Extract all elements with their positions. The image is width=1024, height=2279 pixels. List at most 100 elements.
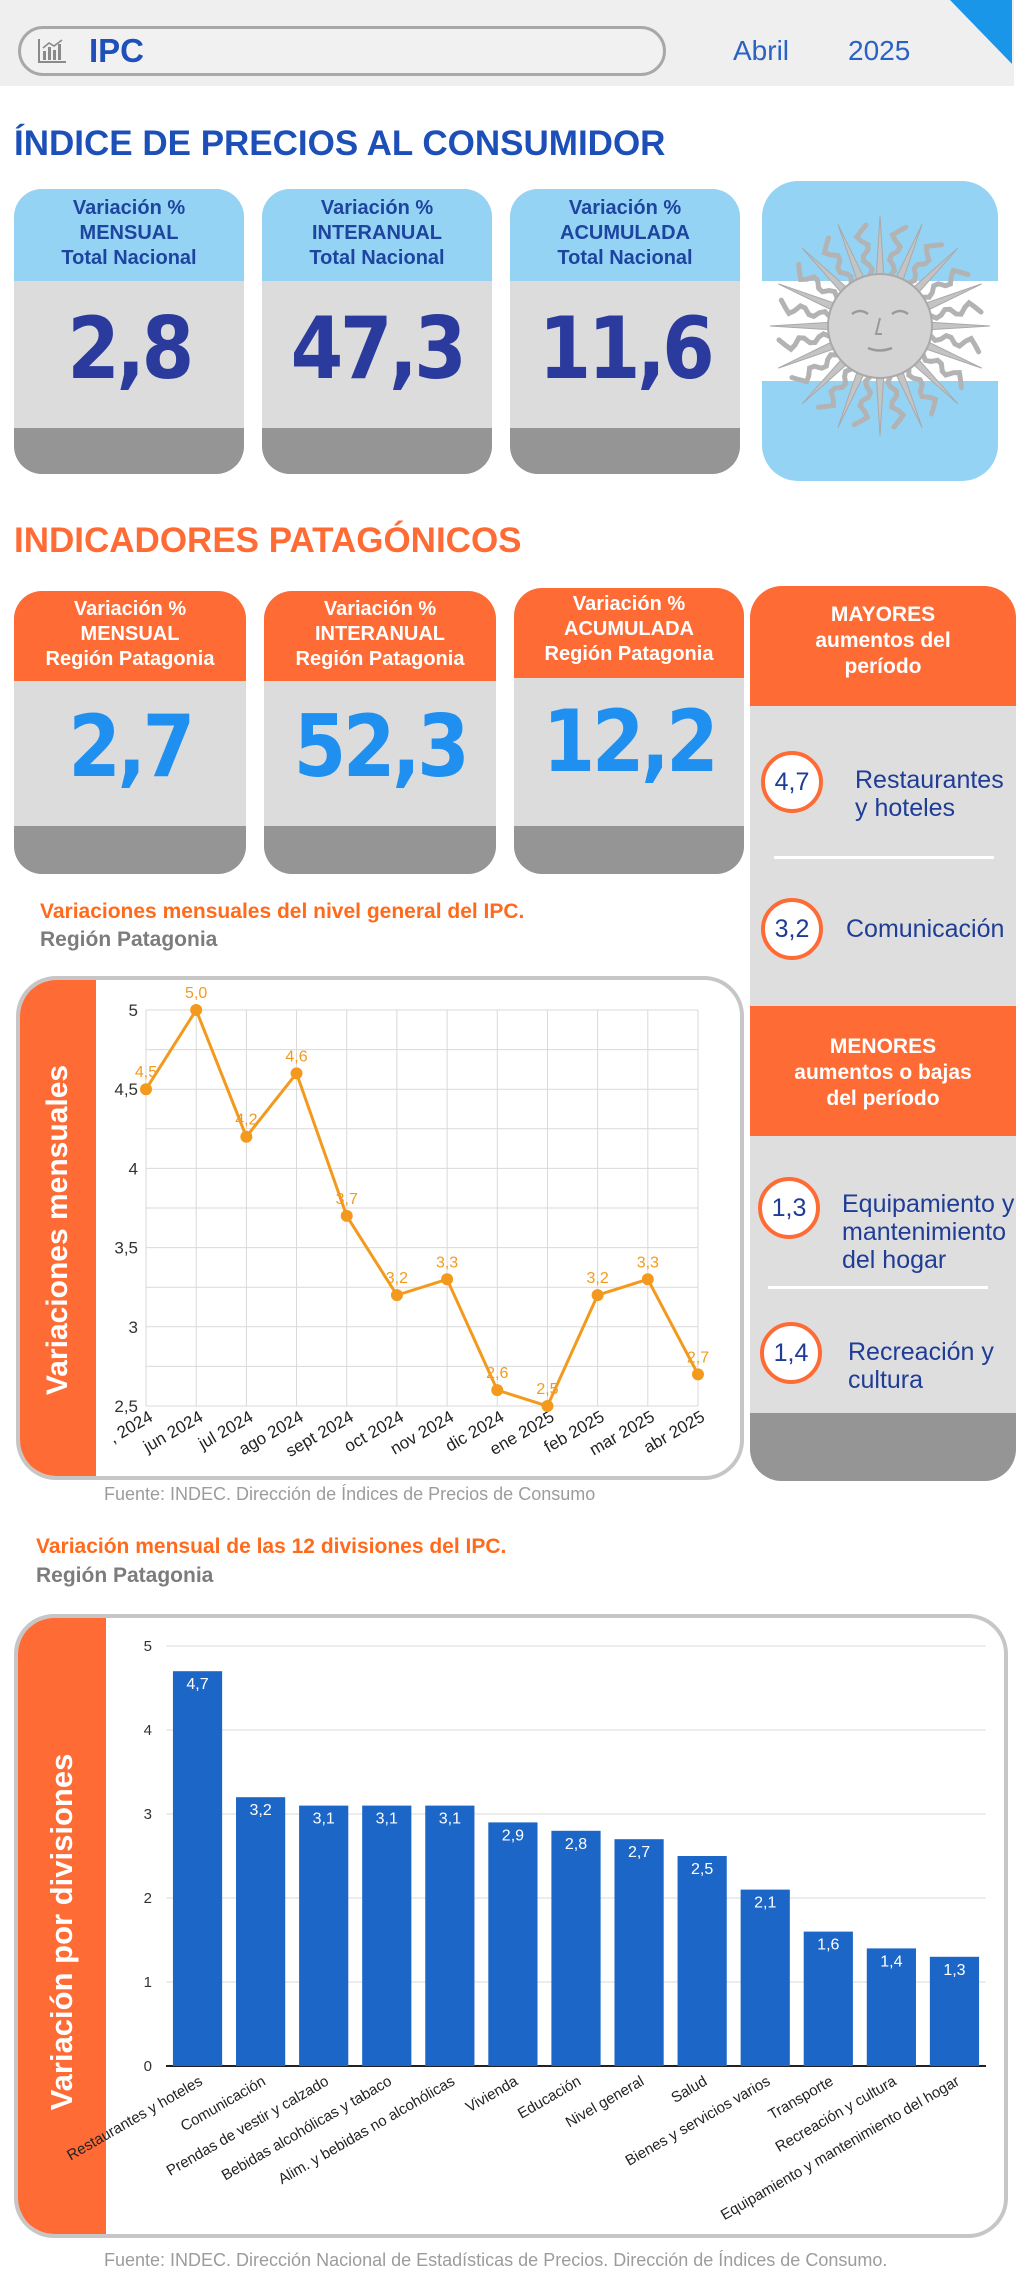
bar-data-label: 2,8 xyxy=(565,1836,587,1853)
bar-chart-frame: Variación por divisiones 0 1 2 3 4 5 4,7 Restau… xyxy=(14,1614,1008,2238)
bar xyxy=(551,1830,601,2066)
y-tick-label: 5 xyxy=(144,1638,152,1655)
data-point xyxy=(240,1130,253,1143)
bar-chart-subtitle: Región Patagonia xyxy=(36,1564,214,1587)
patagonia-card-monthly: Variación % MENSUAL Región Patagonia 2,7 xyxy=(14,591,246,874)
card-line1: Variación % xyxy=(320,197,434,219)
y-tick-label: 5 xyxy=(129,1001,138,1020)
data-label: 2,7 xyxy=(687,1349,709,1366)
line-chart-strip xyxy=(20,980,96,1476)
label-line: cultura xyxy=(848,1366,924,1394)
bar xyxy=(299,1805,349,2066)
card-line3: Región Patagonia xyxy=(544,643,714,665)
y-tick-label: 2 xyxy=(144,1890,152,1907)
header-month: Abril xyxy=(733,35,790,66)
label-line: Recreación y xyxy=(848,1338,994,1366)
sun-face xyxy=(827,273,933,379)
bar xyxy=(172,1671,223,2066)
card-line2: INTERANUAL xyxy=(315,623,445,645)
y-tick-label: 1 xyxy=(144,1974,152,1991)
card-line2: ACUMULADA xyxy=(564,618,694,640)
label-line: Restaurantes xyxy=(855,766,1004,794)
data-point xyxy=(290,1067,303,1080)
menores-title-line: aumentos o bajas xyxy=(794,1061,972,1084)
x-tick-label: Salud xyxy=(668,2073,710,2107)
mayores-value-2: 3,2 xyxy=(761,898,823,960)
card-line3: Región Patagonia xyxy=(295,648,465,670)
patagonia-card-accumulated: Variación % ACUMULADA Región Patagonia 1… xyxy=(514,588,744,874)
mayores-header: MAYORES aumentos del período xyxy=(750,586,1016,706)
y-tick-label: 4 xyxy=(129,1159,138,1178)
separator xyxy=(774,856,994,859)
sun-eyes xyxy=(851,309,909,316)
header-year: 2025 xyxy=(848,35,911,66)
card-line1: Variación % xyxy=(572,593,686,615)
bar-data-label: 3,1 xyxy=(439,1811,461,1828)
bar xyxy=(677,1856,727,2066)
y-tick-label: 3,5 xyxy=(114,1239,138,1258)
data-point xyxy=(340,1209,353,1222)
card-line3: Total Nacional xyxy=(557,247,693,269)
corner-triangle xyxy=(950,0,1012,64)
card-line2: INTERANUAL xyxy=(312,222,442,244)
data-label: 4,6 xyxy=(285,1048,307,1065)
sun-ray xyxy=(789,352,840,385)
national-card-monthly: Variación % MENSUAL Total Nacional 2,8 xyxy=(14,189,244,474)
sun-ray xyxy=(931,321,991,331)
data-point xyxy=(541,1400,554,1412)
line-chart-source: Fuente: INDEC. Dirección de Índices de P… xyxy=(104,1484,596,1504)
card-line1: Variación % xyxy=(323,598,437,620)
data-point xyxy=(692,1368,704,1381)
bar xyxy=(488,1822,538,2066)
sun-ray xyxy=(815,366,854,410)
bar-data-label: 1,3 xyxy=(943,1962,965,1979)
bar-chart-title: Variación mensual de las 12 divisiones d… xyxy=(36,1535,507,1558)
card-line3: Total Nacional xyxy=(309,247,445,269)
data-label: 3,7 xyxy=(336,1191,358,1208)
sun-ray xyxy=(906,242,945,286)
y-tick-label: 4,5 xyxy=(114,1080,138,1099)
national-section-title: ÍNDICE DE PRECIOS AL CONSUMIDOR xyxy=(14,124,666,163)
mayores-label-1: Restaurantes y hoteles xyxy=(855,766,1004,822)
card-line3: Total Nacional xyxy=(61,247,197,269)
bar-data-label: 2,7 xyxy=(628,1844,650,1861)
sun-ray xyxy=(886,224,909,278)
bar xyxy=(866,1948,916,2066)
bar xyxy=(362,1805,412,2066)
y-tick-label: 3 xyxy=(129,1318,138,1337)
mayores-title-line: período xyxy=(844,655,922,678)
bar-chart-source: Fuente: INDEC. Dirección Nacional de Est… xyxy=(104,2250,888,2270)
bar-data-label: 3,2 xyxy=(249,1802,271,1819)
bar-data-label: 3,1 xyxy=(376,1811,398,1828)
sun-ray xyxy=(769,321,829,331)
card-value: 2,8 xyxy=(67,299,194,399)
argentina-flag xyxy=(762,181,998,481)
sun-ray xyxy=(928,299,984,322)
card-value: 12,2 xyxy=(542,692,719,792)
sol-de-mayo-icon xyxy=(769,215,991,437)
menores-value-2: 1,4 xyxy=(760,1322,822,1384)
card-line1: Variación % xyxy=(73,598,187,620)
bar-data-label: 4,7 xyxy=(186,1676,208,1693)
sun-ray xyxy=(875,215,885,275)
mayores-label-2: Comunicación xyxy=(846,915,1004,943)
menores-header: MENORES aumentos o bajas del período xyxy=(750,1006,1016,1136)
data-point xyxy=(190,1004,203,1016)
card-line3: Región Patagonia xyxy=(45,648,215,670)
sun-ray xyxy=(928,332,982,355)
y-tick-label: 2,5 xyxy=(114,1397,138,1416)
bar xyxy=(614,1839,664,2066)
bar xyxy=(425,1805,475,2066)
sun-ray xyxy=(851,374,874,428)
sun-ray xyxy=(906,366,939,417)
y-tick-label: 3 xyxy=(144,1806,152,1823)
sun-ray xyxy=(821,235,854,286)
menores-title-line: del período xyxy=(826,1087,940,1110)
data-label: 3,2 xyxy=(587,1270,609,1287)
label-line: del hogar xyxy=(842,1246,947,1274)
data-label: 2,6 xyxy=(486,1365,508,1382)
card-value: 52,3 xyxy=(293,697,470,797)
data-point xyxy=(390,1289,403,1302)
mayores-value-1: 4,7 xyxy=(761,751,823,813)
